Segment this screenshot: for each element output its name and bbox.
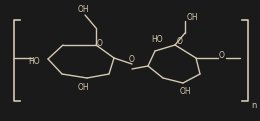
Text: n: n: [251, 101, 257, 110]
Text: O: O: [129, 54, 135, 64]
Text: O: O: [97, 38, 103, 48]
Text: O: O: [219, 52, 225, 60]
Text: OH: OH: [186, 14, 198, 23]
Text: OH: OH: [77, 5, 89, 15]
Text: HO: HO: [151, 34, 163, 44]
Text: O: O: [177, 38, 183, 46]
Text: OH: OH: [179, 87, 191, 97]
Text: OH: OH: [77, 83, 89, 91]
Text: HO: HO: [28, 57, 40, 65]
